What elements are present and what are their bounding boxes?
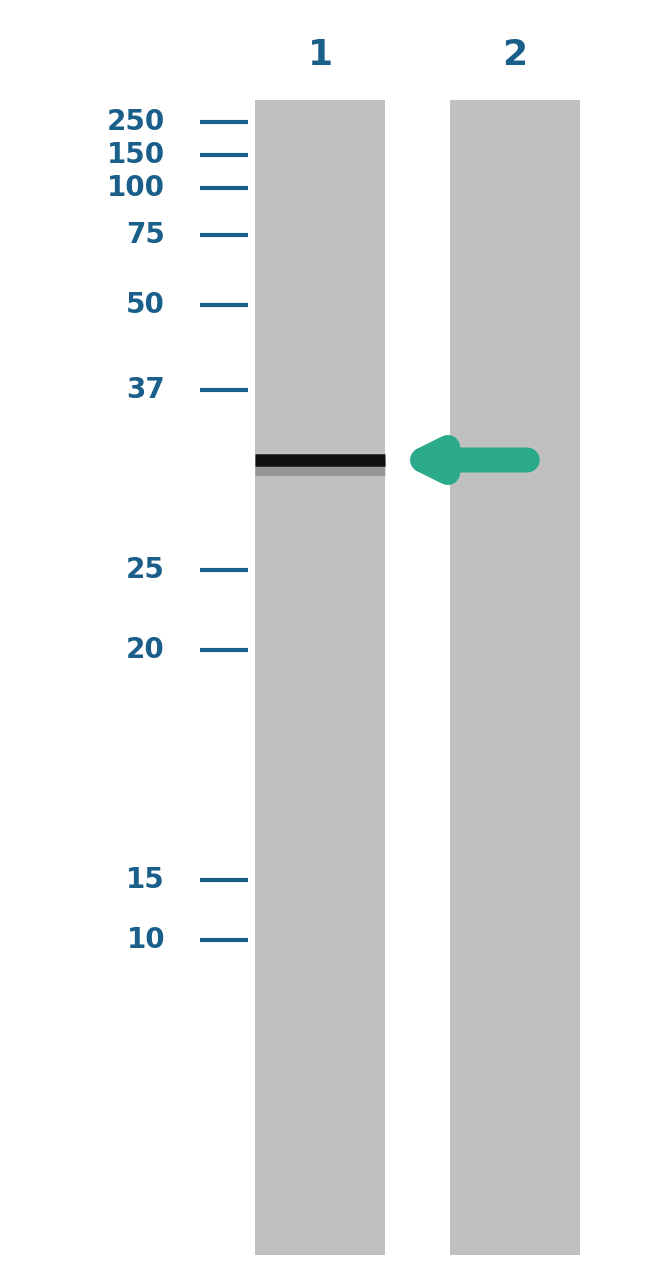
Text: 150: 150 [107,141,165,169]
Text: 10: 10 [126,926,165,954]
Bar [450,100,580,1255]
Bar [255,100,385,1255]
Text: 250: 250 [107,108,165,136]
Text: 50: 50 [126,291,165,319]
Text: 75: 75 [126,221,165,249]
Text: 25: 25 [126,556,165,584]
Text: 37: 37 [126,376,165,404]
Text: 20: 20 [126,636,165,664]
Text: 1: 1 [307,38,333,72]
Text: 2: 2 [502,38,528,72]
Text: 100: 100 [107,174,165,202]
Text: 15: 15 [126,866,165,894]
